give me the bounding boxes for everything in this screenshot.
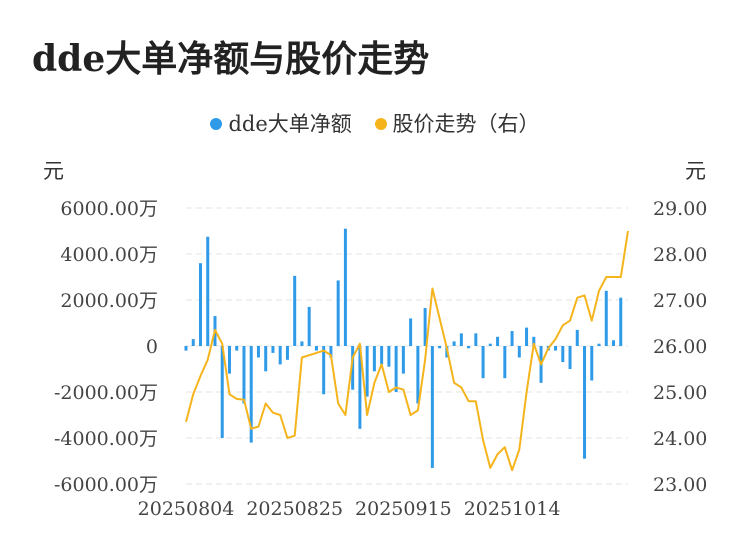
- dde-bar: [510, 331, 514, 346]
- x-tick-label: 20251014: [464, 498, 561, 520]
- dde-bar: [438, 346, 442, 349]
- legend-swatch-dde: [210, 117, 223, 130]
- dde-bar: [365, 346, 369, 397]
- y-left-tick-label: 4000.00万: [60, 244, 158, 266]
- dde-bar: [583, 346, 587, 459]
- dde-bar: [488, 343, 492, 346]
- dde-bar: [452, 341, 456, 346]
- dde-bar: [329, 346, 333, 358]
- dde-bar: [358, 346, 362, 429]
- dde-bar: [242, 346, 246, 404]
- dde-bar: [198, 263, 202, 346]
- dde-bar: [496, 336, 500, 346]
- dde-bar: [597, 343, 601, 346]
- dde-bar: [351, 346, 355, 390]
- y-left-tick-label: 2000.00万: [60, 290, 158, 312]
- chart-title: dde大单净额与股价走势: [32, 38, 430, 80]
- y-left-tick-label: -2000.00万: [54, 382, 158, 404]
- dde-bar: [568, 346, 572, 369]
- left-axis-unit: 元: [43, 159, 64, 183]
- price-line: [185, 230, 629, 472]
- dde-bar: [532, 336, 536, 346]
- dde-bar: [227, 346, 231, 374]
- dde-bar: [387, 346, 391, 367]
- dde-bar: [380, 346, 384, 365]
- dde-bar: [307, 306, 311, 346]
- y-left-tick-label: 0: [146, 336, 158, 358]
- dde-bar: [336, 280, 340, 346]
- dde-bar: [481, 346, 485, 379]
- dde-bar: [264, 346, 268, 372]
- legend-label-dde: dde大单净额: [228, 112, 352, 136]
- dde-bar: [503, 346, 507, 379]
- y-right-tick-label: 27.00: [653, 290, 707, 312]
- y-right-tick-label: 28.00: [653, 244, 707, 266]
- dde-bar: [249, 346, 253, 443]
- y-right-tick-label: 29.00: [653, 198, 707, 220]
- dde-bar: [474, 333, 478, 346]
- dde-bar: [191, 339, 195, 346]
- dde-bar: [206, 236, 210, 346]
- legend: dde大单净额 股价走势（右）: [0, 108, 750, 138]
- y-left-tick-label: 6000.00万: [60, 198, 158, 220]
- dde-bar: [285, 346, 289, 360]
- dde-bar: [619, 297, 623, 346]
- dde-bar: [343, 228, 347, 346]
- legend-label-price: 股价走势（右）: [392, 112, 540, 136]
- y-left-tick-label: -4000.00万: [54, 428, 158, 450]
- y-right-tick-label: 24.00: [653, 428, 707, 450]
- y-right-tick-label: 25.00: [653, 382, 707, 404]
- dde-bar: [401, 346, 405, 374]
- dde-bar: [604, 290, 608, 346]
- dde-bar: [409, 318, 413, 346]
- dde-bar: [525, 327, 529, 346]
- dde-bar: [517, 346, 521, 358]
- dde-bar: [459, 333, 463, 346]
- dde-bar: [235, 346, 239, 351]
- dde-bar: [430, 346, 434, 468]
- legend-item-dde[interactable]: dde大单净额: [210, 108, 352, 138]
- dde-bar: [467, 346, 471, 349]
- dde-bar: [423, 308, 427, 346]
- dde-bar: [590, 346, 594, 381]
- dde-bar: [220, 346, 224, 438]
- legend-swatch-price: [374, 117, 387, 130]
- dde-bar: [278, 346, 282, 365]
- dde-bar: [184, 346, 188, 351]
- x-tick-label: 20250915: [355, 498, 452, 520]
- right-axis-unit: 元: [685, 159, 706, 183]
- dde-bar: [300, 341, 304, 346]
- dde-bar: [394, 346, 398, 392]
- x-tick-label: 20250825: [246, 498, 343, 520]
- y-right-tick-label: 23.00: [653, 474, 707, 496]
- dde-bar: [271, 346, 275, 353]
- legend-item-price[interactable]: 股价走势（右）: [374, 108, 540, 138]
- dde-bar: [322, 346, 326, 395]
- x-tick-label: 20250804: [138, 498, 235, 520]
- dde-bar: [314, 346, 318, 351]
- dde-bar: [293, 275, 297, 346]
- y-right-tick-label: 26.00: [653, 336, 707, 358]
- dde-bar: [612, 340, 616, 346]
- y-left-tick-label: -6000.00万: [54, 474, 158, 496]
- dde-bar: [561, 346, 565, 363]
- dde-bar: [575, 329, 579, 346]
- dde-bar: [416, 346, 420, 404]
- dde-bar: [256, 346, 260, 358]
- dde-bar: [554, 346, 558, 351]
- dde-bar: [372, 346, 376, 372]
